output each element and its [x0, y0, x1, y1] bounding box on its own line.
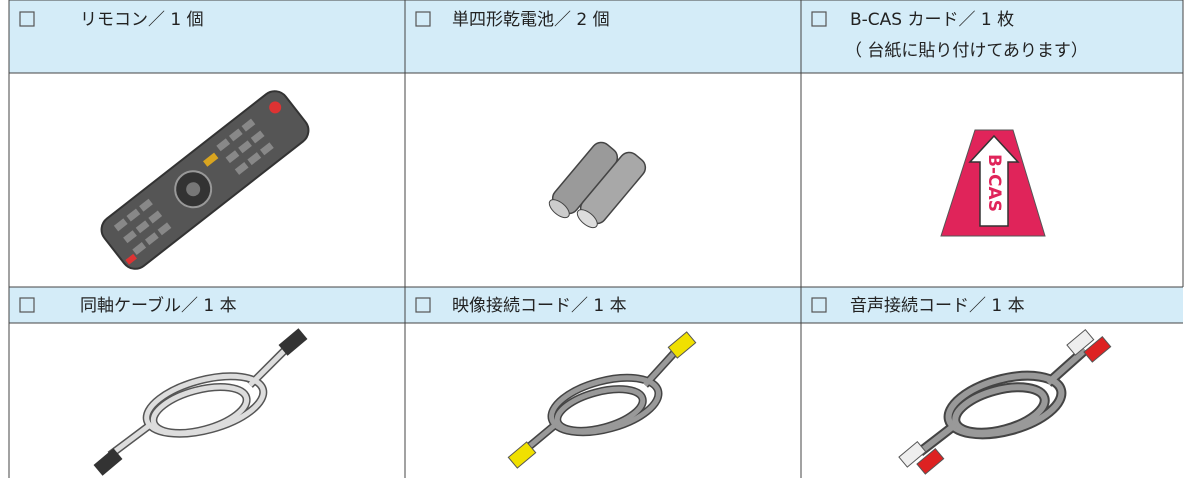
item-label: 単四形乾電池／ 2 個	[452, 10, 610, 30]
card-text: B-CAS	[984, 154, 1004, 212]
remote-illustration	[100, 90, 310, 270]
header-row	[9, 287, 1183, 323]
audio-cable-illustration	[898, 328, 1112, 475]
table-lines	[8, 0, 1184, 478]
item-label: リモコン／ 1 個	[80, 10, 204, 30]
battery-illustration	[548, 141, 647, 229]
checkbox	[19, 11, 827, 313]
item-label: 同軸ケーブル／ 1 本	[80, 295, 237, 316]
header-row	[9, 0, 1183, 73]
item-label: 映像接続コード／ 1 本	[452, 296, 627, 316]
item-note: （ 台紙に貼り付けてあります）	[845, 41, 1088, 61]
bcas-card-illustration: B-CAS	[940, 129, 1046, 237]
item-label: 音声接続コード／ 1 本	[850, 296, 1025, 316]
video-cable-illustration	[507, 331, 697, 469]
coax-cable-illustration	[93, 328, 308, 476]
item-label: B-CAS カード／ 1 枚	[850, 10, 1014, 30]
